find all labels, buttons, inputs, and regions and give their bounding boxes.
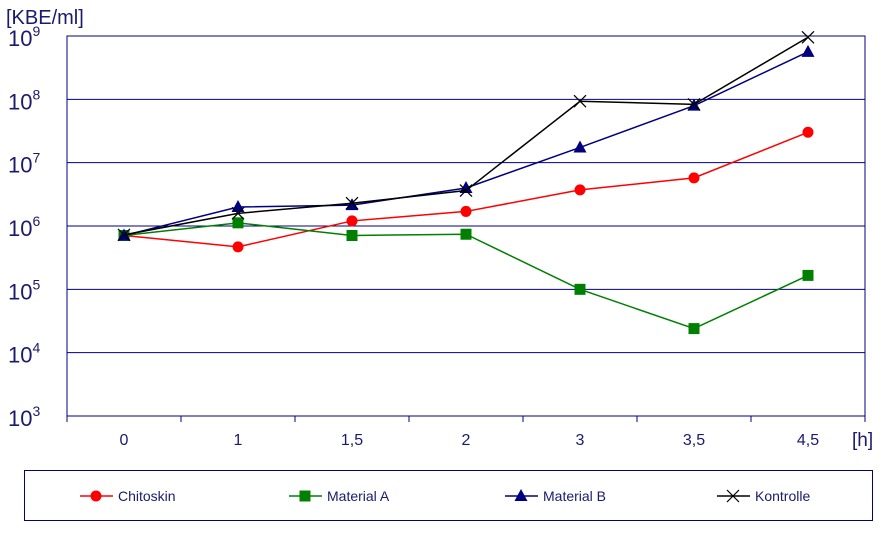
data-point-kontrolle — [231, 206, 245, 220]
legend-label: Chitoskin — [118, 488, 176, 504]
data-point-chitoskin — [346, 215, 358, 227]
legend-label: Material B — [543, 488, 606, 504]
data-point-material-b — [801, 44, 815, 57]
data-point-material-b — [573, 140, 587, 153]
y-tick-label: 103 — [8, 403, 40, 431]
data-point-chitoskin — [574, 184, 586, 196]
x-axis-unit-label: [h] — [852, 430, 873, 451]
data-point-chitoskin — [232, 241, 244, 253]
y-tick-label: 108 — [8, 86, 40, 114]
data-point-material-a — [802, 269, 814, 281]
series-material-a — [118, 217, 814, 335]
data-point-material-b — [231, 200, 245, 212]
data-point-material-b — [459, 181, 473, 193]
legend: Chitoskin Material A Material B Kontrolle — [24, 470, 873, 521]
y-tick-label: 106 — [8, 213, 40, 241]
x-tick-label: 3,5 — [683, 432, 705, 449]
legend-label: Material A — [327, 488, 390, 504]
x-tick-label: 0 — [120, 432, 129, 449]
legend-marker-chitoskin — [90, 490, 102, 502]
data-point-kontrolle — [117, 228, 131, 242]
legend-item-material-a: Material A — [289, 488, 390, 504]
data-point-material-a — [346, 230, 358, 241]
data-point-material-a — [574, 283, 586, 295]
x-tick-label: 4,5 — [797, 432, 819, 449]
legend-marker-material-a — [299, 490, 311, 502]
legend-item-chitoskin: Chitoskin — [80, 488, 176, 504]
data-point-kontrolle — [345, 196, 359, 210]
plot-area-border — [66, 35, 866, 417]
y-axis-unit-label: [KBE/ml] — [6, 7, 84, 29]
data-point-chitoskin — [460, 205, 472, 217]
legend-marker-material-b — [514, 489, 528, 501]
x-tick-label: 2 — [462, 432, 471, 449]
series-layer — [117, 30, 815, 335]
data-point-kontrolle — [801, 30, 815, 44]
x-tick-label: 1,5 — [341, 432, 363, 449]
legend-item-kontrolle: Kontrolle — [717, 488, 810, 504]
y-tick-label: 104 — [8, 340, 40, 368]
data-point-material-a — [460, 228, 472, 240]
legend-items: Chitoskin Material A Material B Kontrolle — [80, 488, 810, 504]
data-point-kontrolle — [573, 94, 587, 108]
legend-label: Kontrolle — [755, 488, 810, 504]
y-tick-label: 107 — [8, 150, 40, 178]
x-tick-label: 3 — [576, 432, 585, 449]
series-line-kontrolle — [123, 36, 809, 236]
data-point-kontrolle — [459, 184, 473, 197]
x-tick-label: 1 — [234, 432, 243, 449]
data-point-material-a — [688, 323, 700, 335]
data-point-chitoskin — [802, 126, 814, 138]
series-kontrolle — [117, 30, 815, 242]
grid-layer — [67, 98, 865, 354]
legend-marker-kontrolle — [726, 489, 740, 503]
y-axis-ticks: 103 104 105 106 107 108 109 — [8, 23, 40, 431]
data-point-kontrolle — [687, 97, 701, 111]
data-point-chitoskin — [688, 172, 700, 184]
y-tick-label: 109 — [8, 23, 40, 51]
legend-item-material-b: Material B — [505, 488, 606, 504]
x-axis-ticks: 0 1 1,5 2 3 3,5 4,5 — [66, 416, 866, 449]
y-tick-label: 105 — [8, 276, 40, 304]
data-point-material-a — [232, 217, 244, 229]
